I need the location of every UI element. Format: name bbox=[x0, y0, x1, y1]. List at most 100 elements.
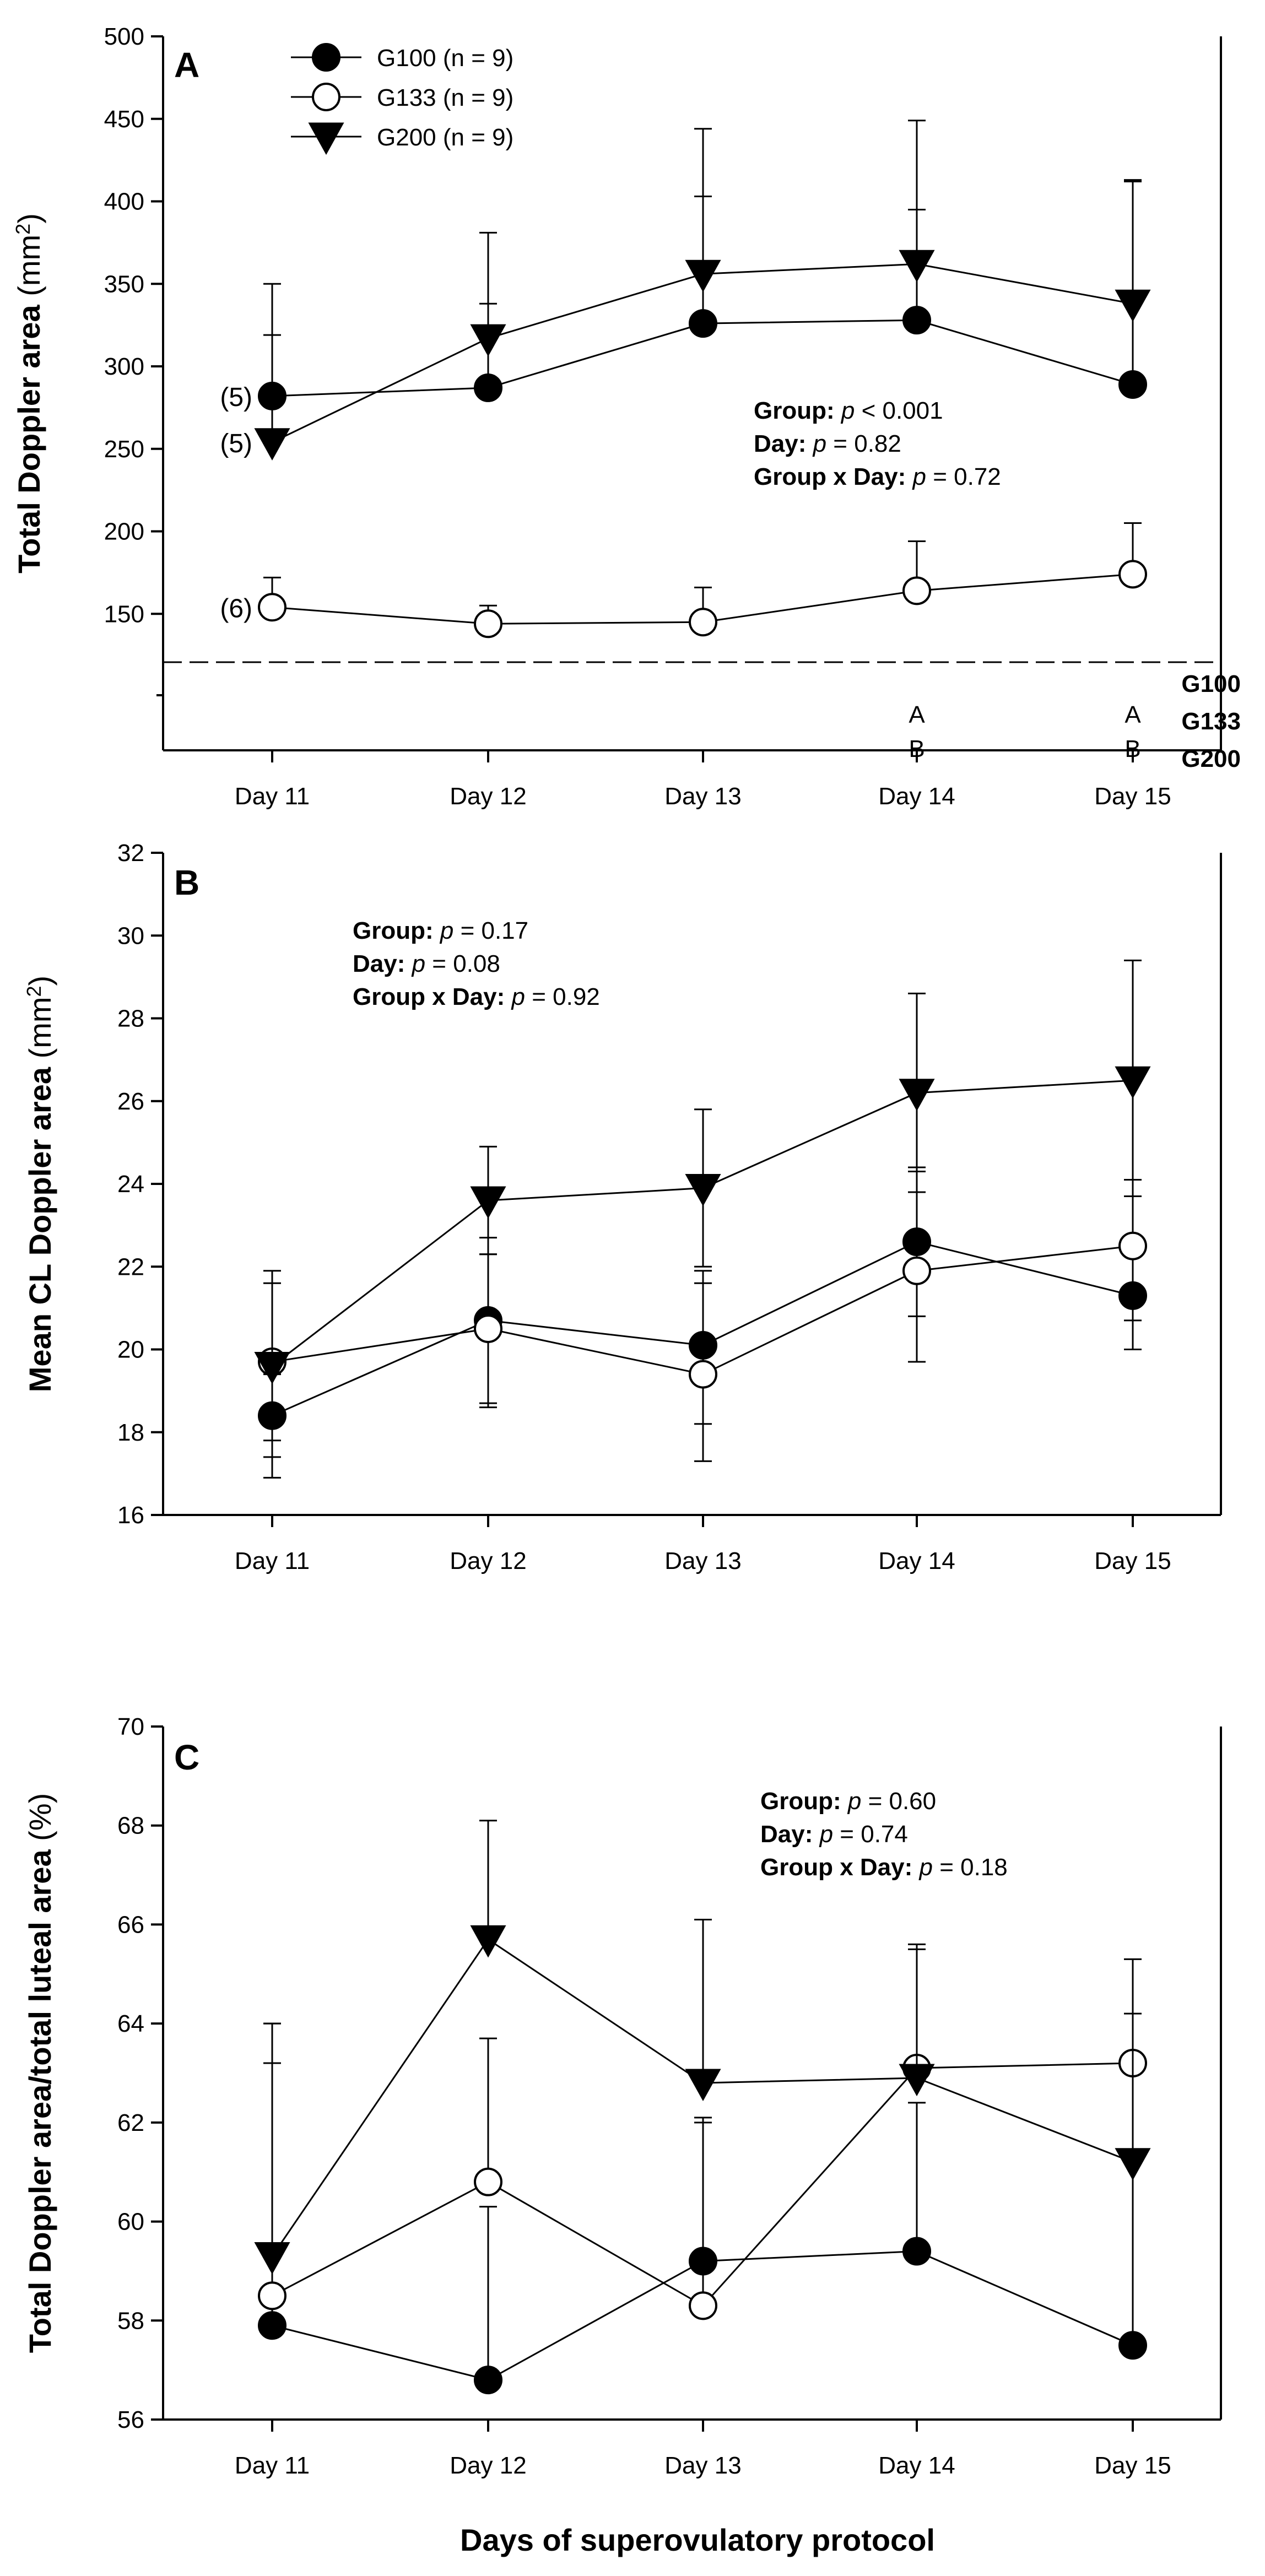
y-axis-title: Mean CL Doppler area (mm2) bbox=[23, 976, 57, 1392]
data-point-g100 bbox=[1118, 370, 1147, 399]
series-g133 bbox=[258, 522, 1147, 638]
y-tick-label: 18 bbox=[117, 1419, 144, 1446]
data-point-g200 bbox=[685, 2069, 721, 2102]
legend: G100 (n = 9) G133 (n = 9) G200 (n = 9) bbox=[291, 43, 513, 155]
y-tick-label: 500 bbox=[104, 23, 144, 50]
y-axis-title: Total Doppler area (mm2) bbox=[12, 213, 46, 573]
y-tick-label: 66 bbox=[117, 1911, 144, 1938]
x-tick-label: Day 13 bbox=[664, 2452, 741, 2479]
data-point-g133 bbox=[902, 1256, 931, 1285]
y-tick-label: 32 bbox=[117, 840, 144, 867]
y-tick-label: 28 bbox=[117, 1005, 144, 1032]
data-point-g133 bbox=[689, 2291, 717, 2320]
y-axis-title: Total Doppler area/total luteal area (%) bbox=[23, 1793, 57, 2353]
data-point-g200 bbox=[899, 1079, 935, 1111]
panel-letter: C bbox=[174, 1738, 199, 1777]
y-tick-label: 450 bbox=[104, 106, 144, 133]
data-point-g200 bbox=[1115, 289, 1151, 322]
x-tick-label: Day 14 bbox=[878, 783, 955, 810]
legend-marker-g200 bbox=[308, 122, 344, 155]
x-axis-title: Days of superovulatory protocol bbox=[460, 2523, 935, 2557]
stats-line: Group x Day: p = 0.18 bbox=[760, 1854, 1008, 1881]
stats-line: Day: p = 0.74 bbox=[760, 1821, 908, 1848]
significance-row-label: G200 bbox=[1181, 745, 1241, 772]
data-point-g133 bbox=[689, 1360, 717, 1389]
data-point-g133 bbox=[474, 2167, 502, 2196]
y-tick-label: 58 bbox=[117, 2307, 144, 2334]
x-tick-label: Day 11 bbox=[235, 1547, 310, 1574]
y-tick-label: 62 bbox=[117, 2109, 144, 2136]
series-g200 bbox=[254, 1820, 1151, 2275]
data-point-g200 bbox=[470, 324, 506, 357]
y-tick-label: 26 bbox=[117, 1088, 144, 1115]
data-point-g133 bbox=[1118, 1231, 1147, 1260]
stats-line: Group x Day: p = 0.72 bbox=[754, 463, 1001, 490]
data-point-g100 bbox=[474, 2366, 502, 2395]
x-tick-label: Day 12 bbox=[450, 1547, 526, 1574]
stats-line: Group x Day: p = 0.92 bbox=[353, 983, 600, 1010]
data-point-g100 bbox=[902, 2237, 931, 2266]
series-g200 bbox=[254, 959, 1151, 1479]
n-annotation: (6) bbox=[220, 594, 252, 623]
significance-row-label: G133 bbox=[1181, 708, 1241, 735]
legend-label: G100 (n = 9) bbox=[377, 45, 513, 72]
data-point-g200 bbox=[470, 1186, 506, 1219]
y-tick-label: 30 bbox=[117, 922, 144, 949]
stats-line: Group: p = 0.60 bbox=[760, 1788, 936, 1815]
y-tick-label: 56 bbox=[117, 2406, 144, 2433]
y-tick-label: 68 bbox=[117, 1812, 144, 1839]
y-tick-label: 60 bbox=[117, 2209, 144, 2236]
data-point-g133 bbox=[474, 1314, 502, 1343]
series-g200 bbox=[254, 120, 1151, 461]
x-tick-label: Day 14 bbox=[878, 2452, 955, 2479]
x-tick-label: Day 13 bbox=[664, 1547, 741, 1574]
y-tick-label: 400 bbox=[104, 188, 144, 215]
panel-letter: A bbox=[174, 45, 199, 85]
data-point-g200 bbox=[1115, 2148, 1151, 2180]
data-point-g133 bbox=[258, 593, 286, 622]
data-point-g100 bbox=[258, 2311, 286, 2340]
y-tick-label: 64 bbox=[117, 2010, 144, 2037]
x-tick-label: Day 11 bbox=[235, 2452, 310, 2479]
legend-label: G133 (n = 9) bbox=[377, 84, 513, 111]
y-tick-label: 300 bbox=[104, 353, 144, 380]
data-point-g133 bbox=[689, 608, 717, 637]
data-point-g100 bbox=[474, 373, 502, 402]
y-tick-label: 70 bbox=[117, 1713, 144, 1740]
y-tick-label: 200 bbox=[104, 518, 144, 545]
data-point-g200 bbox=[470, 1925, 506, 1958]
x-tick-label: Day 15 bbox=[1094, 2452, 1171, 2479]
y-tick-label: 16 bbox=[117, 1502, 144, 1529]
data-point-g200 bbox=[899, 250, 935, 283]
panel-b: 16 18 20 22 24 26 28 30 32 Day 11 Day 12 Day 13 Day … bbox=[23, 840, 1222, 1574]
significance-letter: B bbox=[1125, 735, 1140, 762]
x-tick-label: Day 14 bbox=[878, 1547, 955, 1574]
data-point-g200 bbox=[899, 2064, 935, 2097]
y-tick-label: 150 bbox=[104, 600, 144, 627]
data-point-g100 bbox=[689, 309, 717, 338]
n-annotation: (5) bbox=[220, 429, 252, 458]
panel-letter: B bbox=[174, 863, 199, 902]
data-point-g133 bbox=[258, 2281, 286, 2310]
x-tick-label: Day 11 bbox=[235, 783, 310, 810]
stats-line: Group: p < 0.001 bbox=[754, 397, 943, 424]
y-tick-label: 24 bbox=[117, 1171, 144, 1198]
x-tick-label: Day 12 bbox=[450, 783, 526, 810]
y-tick-label: 22 bbox=[117, 1253, 144, 1280]
data-point-g100 bbox=[902, 306, 931, 335]
significance-letter: B bbox=[909, 735, 925, 762]
data-point-g100 bbox=[1118, 2331, 1147, 2360]
x-tick-label: Day 13 bbox=[664, 783, 741, 810]
data-point-g133 bbox=[902, 576, 931, 605]
legend-marker-g133 bbox=[312, 83, 340, 111]
data-point-g200 bbox=[254, 1352, 290, 1384]
data-point-g133 bbox=[1118, 560, 1147, 589]
significance-letter: A bbox=[1125, 701, 1141, 728]
panel-a: 150 200 250 300 350 400 450 500 Day 11 Day 12 Day … bbox=[12, 23, 1241, 810]
data-point-g200 bbox=[685, 1174, 721, 1206]
y-tick-label: 20 bbox=[117, 1336, 144, 1363]
data-point-g133 bbox=[474, 609, 502, 638]
data-point-g200 bbox=[254, 428, 290, 461]
x-tick-label: Day 15 bbox=[1094, 1547, 1171, 1574]
legend-label: G200 (n = 9) bbox=[377, 124, 513, 151]
